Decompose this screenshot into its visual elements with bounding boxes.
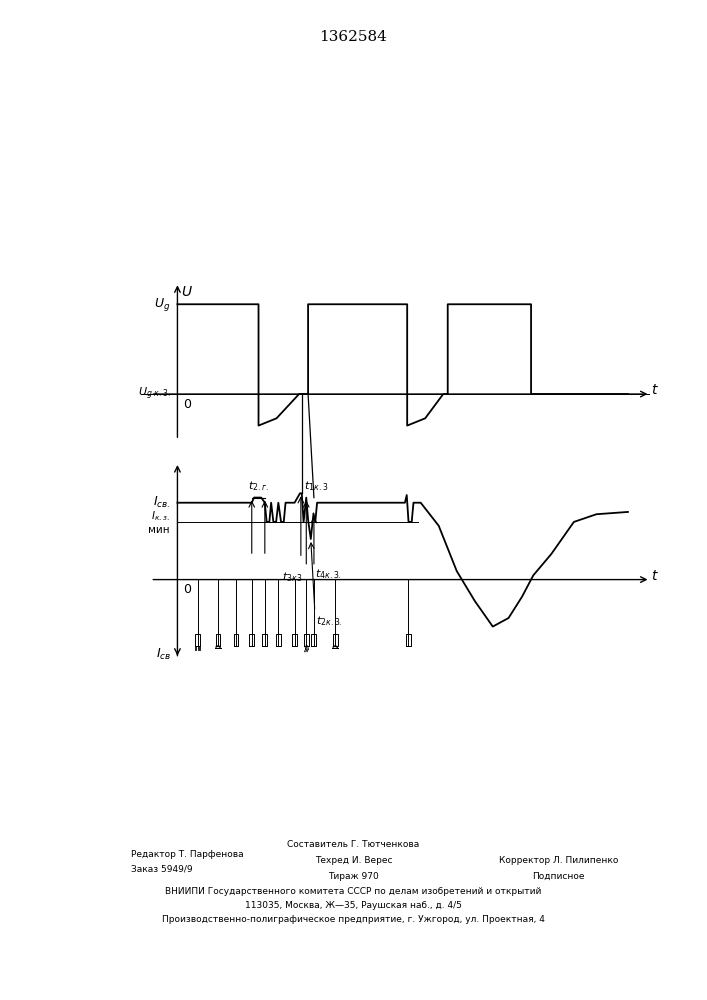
Text: $t_{1к.3}$: $t_{1к.3}$ <box>303 480 328 493</box>
Text: 0: 0 <box>183 583 191 596</box>
Text: ВНИИПИ Государственного комитета СССР по делам изобретений и открытий: ВНИИПИ Государственного комитета СССР по… <box>165 887 542 896</box>
Text: 1362584: 1362584 <box>320 30 387 44</box>
Text: Подписное: Подписное <box>532 872 585 881</box>
Text: t: t <box>651 383 657 397</box>
Text: Составитель Г. Тютченкова: Составитель Г. Тютченкова <box>287 840 420 849</box>
Text: 0: 0 <box>183 398 191 411</box>
Text: Заказ 5949/9: Заказ 5949/9 <box>131 864 192 873</box>
Text: $U_g$: $U_g$ <box>154 296 170 313</box>
Text: t: t <box>651 569 657 583</box>
Text: $t_{2.г.}$: $t_{2.г.}$ <box>247 480 269 493</box>
Text: $I_{св.}$: $I_{св.}$ <box>153 495 170 510</box>
Text: $t_{4к.3.}$: $t_{4к.3.}$ <box>315 568 342 581</box>
Text: $t_{3к3}$: $t_{3к3}$ <box>282 570 303 584</box>
Text: $U_{g\ к.3.}$: $U_{g\ к.3.}$ <box>138 386 170 402</box>
Text: $I_{св}$: $I_{св}$ <box>156 647 170 662</box>
Text: Редактор Т. Парфенова: Редактор Т. Парфенова <box>131 850 243 859</box>
Text: Корректор Л. Пилипенко: Корректор Л. Пилипенко <box>499 856 618 865</box>
Text: $t_{2к.3.}$: $t_{2к.3.}$ <box>316 614 343 628</box>
Text: $I_{к.з.}$
мин: $I_{к.з.}$ мин <box>148 509 170 535</box>
Text: Техред И. Верес: Техред И. Верес <box>315 856 392 865</box>
Text: Производственно-полиграфическое предприятие, г. Ужгород, ул. Проектная, 4: Производственно-полиграфическое предприя… <box>162 915 545 924</box>
Text: U: U <box>181 285 191 299</box>
Text: 113035, Москва, Ж—35, Раушская наб., д. 4/5: 113035, Москва, Ж—35, Раушская наб., д. … <box>245 901 462 910</box>
Text: Тираж 970: Тираж 970 <box>328 872 379 881</box>
